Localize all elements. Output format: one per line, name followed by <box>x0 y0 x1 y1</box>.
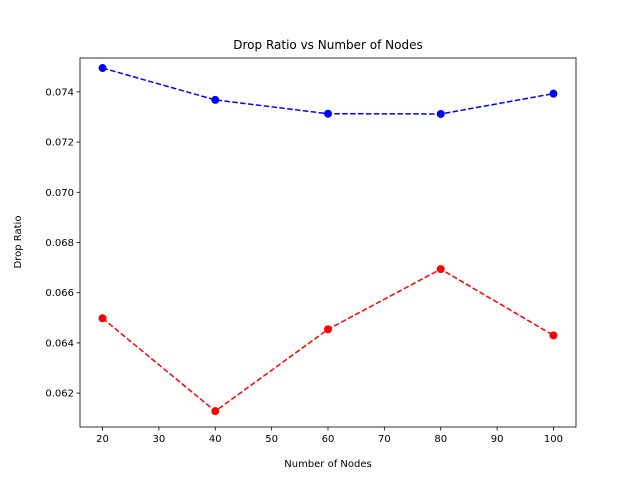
series-1-point <box>324 109 332 118</box>
chart-title: Drop Ratio vs Number of Nodes <box>233 38 422 52</box>
series-1-point <box>436 109 445 118</box>
series-1-point <box>211 95 220 104</box>
plot-frame <box>79 57 577 428</box>
x-tick-label: 60 <box>322 434 335 445</box>
x-tick-label: 20 <box>96 434 109 445</box>
series-layer <box>98 64 558 416</box>
x-tick-label: 90 <box>491 434 504 445</box>
y-tick-label: 0.074 <box>45 87 74 98</box>
series-2-point <box>549 331 558 340</box>
y-axis: 0.062 0.064 0.066 0.068 0.070 0.072 0.074 <box>45 87 80 400</box>
plot-area <box>79 57 577 428</box>
x-tick-label: 100 <box>544 434 563 445</box>
x-axis: 20 30 40 50 60 70 80 90 100 <box>96 427 563 445</box>
series-2-point <box>98 314 107 323</box>
x-tick-label: 70 <box>378 434 391 445</box>
y-tick-label: 0.064 <box>45 338 74 349</box>
x-axis-label: Number of Nodes <box>284 459 371 470</box>
series-1-point <box>98 64 107 73</box>
series-2-point <box>324 325 332 334</box>
series-1-point <box>549 89 558 98</box>
y-tick-label: 0.072 <box>45 138 74 149</box>
series-2-point <box>211 407 220 416</box>
x-tick-label: 30 <box>153 434 166 445</box>
y-tick-label: 0.070 <box>45 188 74 199</box>
x-tick-label: 50 <box>265 434 278 445</box>
y-tick-label: 0.066 <box>45 288 74 299</box>
y-tick-label: 0.068 <box>45 238 74 249</box>
x-tick-label: 40 <box>209 434 222 445</box>
x-tick-label: 80 <box>434 434 447 445</box>
series-2-point <box>436 265 445 274</box>
y-axis-label: Drop Ratio <box>13 216 24 269</box>
y-tick-label: 0.062 <box>45 389 74 400</box>
